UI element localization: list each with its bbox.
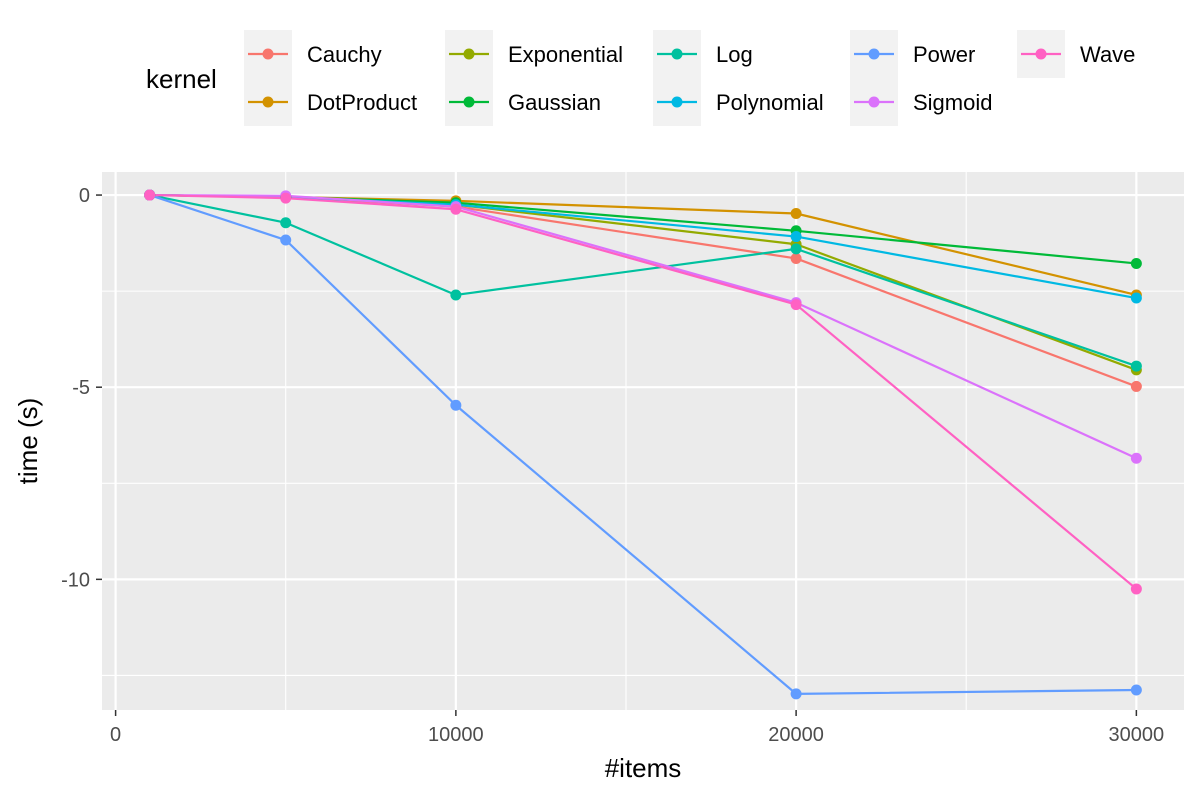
data-point-wave [790, 299, 802, 311]
legend-key-point [671, 48, 683, 60]
data-point-power [790, 688, 802, 700]
legend-item-dotproduct: DotProduct [244, 78, 417, 126]
data-point-log [450, 289, 462, 301]
legend-label: Cauchy [307, 42, 382, 67]
legend-label: Log [716, 42, 753, 67]
legend-key-point [671, 96, 683, 108]
legend-key-point [463, 96, 475, 108]
legend-label: DotProduct [307, 90, 417, 115]
y-tick-label: -5 [72, 377, 90, 399]
data-point-wave [280, 192, 292, 204]
x-axis-title: #items [605, 753, 682, 783]
y-tick-label: 0 [79, 185, 90, 207]
legend-item-power: Power [850, 30, 975, 78]
data-point-sigmoid [1130, 452, 1142, 464]
legend-key-point [262, 48, 274, 60]
data-point-power [280, 234, 292, 246]
data-point-log [790, 243, 802, 255]
series-points [144, 189, 1142, 700]
data-point-gaussian [1130, 257, 1142, 269]
legend-label: Gaussian [508, 90, 601, 115]
legend-key-point [868, 96, 880, 108]
data-point-cauchy [1130, 380, 1142, 392]
legend-item-sigmoid: Sigmoid [850, 78, 992, 126]
legend-key-point [463, 48, 475, 60]
data-point-power [1130, 684, 1142, 696]
x-tick-label: 10000 [428, 724, 484, 746]
legend-key-point [868, 48, 880, 60]
legend-label: Power [913, 42, 975, 67]
data-point-polynomial [790, 231, 802, 243]
minor-gridlines [102, 172, 1184, 710]
data-point-power [450, 399, 462, 411]
data-point-wave [1130, 583, 1142, 595]
x-tick-label: 0 [110, 724, 121, 746]
data-point-wave [144, 189, 156, 201]
y-axis-title: time (s) [13, 398, 43, 485]
legend-label: Wave [1080, 42, 1135, 67]
legend-item-gaussian: Gaussian [445, 78, 601, 126]
data-point-polynomial [1130, 292, 1142, 304]
legend-item-cauchy: Cauchy [244, 30, 382, 78]
legend-item-polynomial: Polynomial [653, 78, 824, 126]
legend-item-log: Log [653, 30, 753, 78]
data-point-dotproduct [790, 208, 802, 220]
legend: kernel Cauchy DotProduct Exponential Gaussi… [146, 30, 1135, 126]
legend-title: kernel [146, 64, 217, 94]
legend-item-exponential: Exponential [445, 30, 623, 78]
legend-key-point [262, 96, 274, 108]
data-point-log [280, 217, 292, 229]
data-point-wave [450, 203, 462, 215]
x-tick-label: 20000 [768, 724, 824, 746]
y-axis: 0 -5 -10 [61, 185, 102, 591]
legend-label: Polynomial [716, 90, 824, 115]
data-point-log [1130, 360, 1142, 372]
y-tick-label: -10 [61, 569, 90, 591]
data-point-cauchy [790, 252, 802, 264]
x-tick-label: 30000 [1109, 724, 1165, 746]
x-axis: 0 10000 20000 30000 [110, 710, 1164, 746]
legend-label: Exponential [508, 42, 623, 67]
legend-key-point [1035, 48, 1047, 60]
legend-label: Sigmoid [913, 90, 992, 115]
legend-item-wave: Wave [1017, 30, 1135, 78]
